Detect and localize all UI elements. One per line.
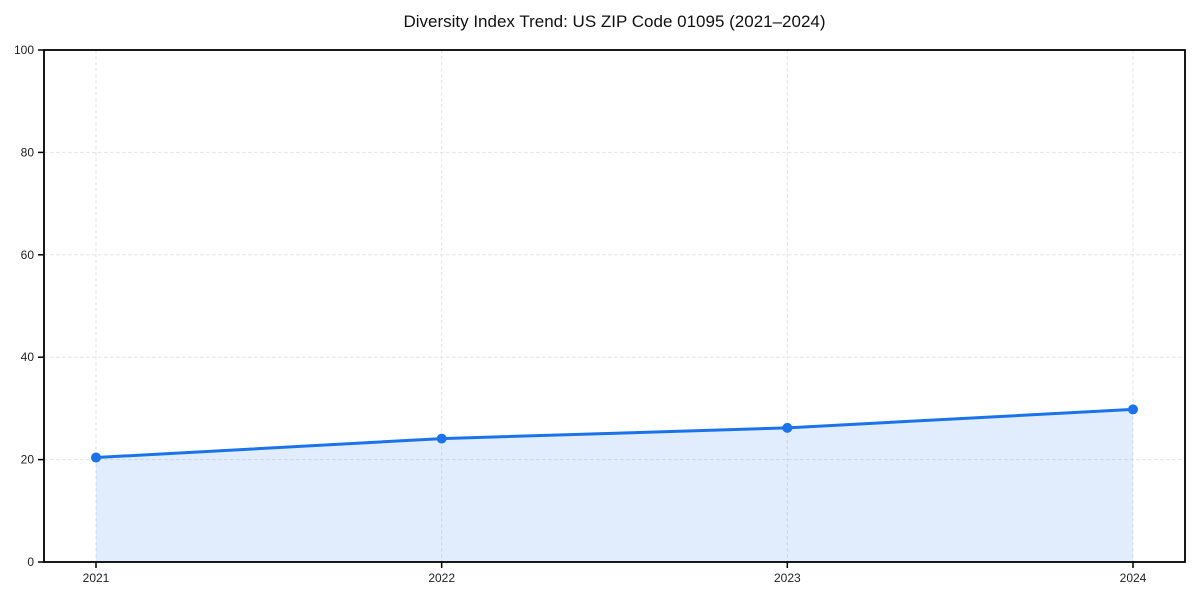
x-tick-label: 2024: [1120, 571, 1147, 585]
data-point: [436, 433, 447, 444]
x-tick-label: 2022: [428, 571, 455, 585]
plot-border: [43, 49, 1186, 563]
y-tick-label: 40: [21, 350, 35, 364]
y-tick-label: 80: [21, 145, 35, 159]
y-tick-label: 20: [21, 453, 35, 467]
y-tick-label: 60: [21, 248, 35, 262]
x-tick-label: 2023: [774, 571, 801, 585]
area-fill: [96, 409, 1133, 562]
y-tick-label: 100: [14, 43, 34, 57]
data-point: [782, 422, 793, 433]
trend-line: [94, 407, 1135, 460]
data-point: [1128, 404, 1138, 415]
y-tick-label: 0: [27, 555, 34, 569]
chart-title: Diversity Index Trend: US ZIP Code 01095…: [403, 12, 826, 31]
x-tick-label: 2021: [83, 571, 110, 585]
data-point: [91, 452, 101, 463]
